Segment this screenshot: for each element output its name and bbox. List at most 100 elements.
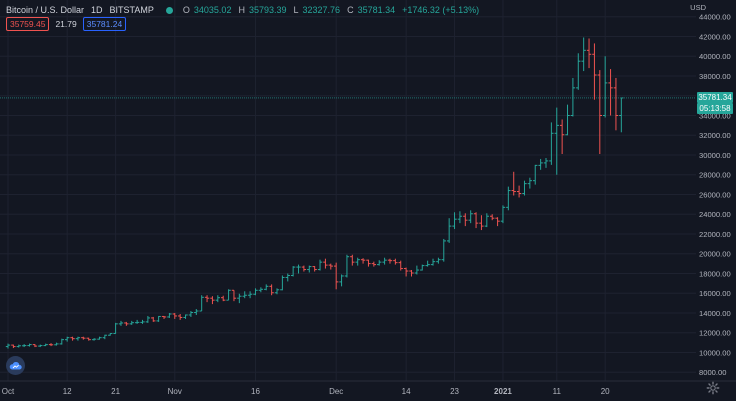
ohlc-bar [506,186,511,211]
ohlc-bar [70,336,75,341]
price-tick-label: 20000.00 [699,250,731,259]
ohlc-bar [102,334,108,340]
ohlc-bar [592,43,597,100]
price-tick-label: 28000.00 [699,171,731,180]
spread-value: 21.79 [55,19,77,29]
time-tick-label: 2021 [494,387,512,396]
ohlc-bar [151,316,156,322]
ohlc-bar [414,265,420,275]
ohlc-bar [533,164,538,185]
price-tick-label: 10000.00 [699,348,731,357]
last-price-label: 35781.34 [697,92,733,104]
ohlc-bar [296,264,301,274]
price-tick-label: 16000.00 [699,289,731,298]
interval-label[interactable]: 1D [91,5,103,15]
ohlc-bar [328,263,333,270]
ohlc-bar [231,289,237,302]
price-tick-label: 26000.00 [699,190,731,199]
bar-countdown-label: 05:13:58 [697,103,733,115]
ohlc-bar [500,205,506,224]
market-status-icon [165,6,173,14]
ohlc-bar [97,336,102,340]
buy-button[interactable]: 35781.24 [82,17,127,31]
ohlc-bar [204,295,210,303]
time-tick-label: 16 [251,387,260,396]
ohlc-bar [463,213,468,227]
ohlc-bar [554,107,559,175]
ohlc-bar [59,338,64,345]
low-label: L [293,5,299,15]
price-tick-label: 18000.00 [699,269,731,278]
ohlc-bar [446,218,452,243]
ohlc-bar [264,284,269,291]
ohlc-bar [543,157,549,168]
ohlc-bar [258,287,264,293]
open-label: O [182,5,190,15]
ohlc-bar [473,212,479,229]
price-axis-area[interactable] [696,0,736,381]
ohlc-bar [215,295,221,303]
price-tick-label: 42000.00 [699,32,731,41]
ohlc-bar [393,258,398,265]
ohlc-bar [538,158,543,170]
ohlc-bar [559,119,565,155]
ohlc-bar [75,336,81,341]
ohlc-bar [350,254,355,266]
ohlc-bar [188,311,194,317]
ohlc-bar [43,343,48,347]
high-value: 35793.39 [248,5,287,15]
close-label: C [347,5,354,15]
ohlc-bar [355,257,360,266]
ohlc-bar [420,264,425,271]
price-tick-label: 22000.00 [699,230,731,239]
ohlc-bar [549,122,554,165]
ohlc-bar [253,288,258,296]
ohlc-bar [134,319,140,324]
ohlc-bar [312,266,317,272]
ohlc-bar [86,337,91,341]
ohlc-bars [5,37,624,349]
ohlc-bar [32,344,38,348]
time-axis: Oct 12 21 Nov 16 Dec 14 23 2021 11 20 [2,387,610,396]
price-tick-label: 32000.00 [699,131,731,140]
price-tick-label: 30000.00 [699,151,731,160]
time-tick-label: 23 [450,387,459,396]
currency-label[interactable]: USD [690,3,706,12]
sell-button[interactable]: 35759.45 [6,17,50,31]
time-tick-label: Nov [168,387,182,396]
ohlc-bar [64,336,70,342]
ohlc-bar [113,322,118,335]
ohlc-bar [522,180,527,196]
ohlc-bar [409,270,414,277]
ohlc-bar [140,319,145,324]
ohlc-bar [452,212,457,230]
ohlc-bar [317,259,323,271]
ohlc-bar [247,291,253,299]
ohlc-bar [333,262,339,290]
ohlc-bar [274,288,280,295]
price-tick-label: 12000.00 [699,329,731,338]
ohlc-bar [145,315,151,323]
time-axis-area[interactable] [0,381,696,401]
ohlc-bar [382,257,387,265]
price-tick-label: 44000.00 [699,13,731,22]
exchange-label: BITSTAMP [109,5,154,15]
ohlc-bar [581,37,586,72]
ohlc-bar [161,315,167,319]
price-tick-label: 14000.00 [699,309,731,318]
ohlc-bar [436,257,441,264]
low-value: 32327.76 [302,5,341,15]
legend-header: Bitcoin / U.S. Dollar 1D BITSTAMP O 34035… [6,3,482,17]
ohlc-bar [226,289,231,301]
ohlc-bar [511,171,516,196]
ohlc-bar [280,275,285,291]
ohlc-bar [285,273,290,282]
ohlc-bar [156,315,161,322]
symbol-name[interactable]: Bitcoin / U.S. Dollar [6,5,85,15]
gear-icon[interactable] [706,381,720,395]
price-tick-label: 24000.00 [699,210,731,219]
tradingview-cloud-icon[interactable] [6,356,25,375]
ohlc-bar [339,274,344,287]
